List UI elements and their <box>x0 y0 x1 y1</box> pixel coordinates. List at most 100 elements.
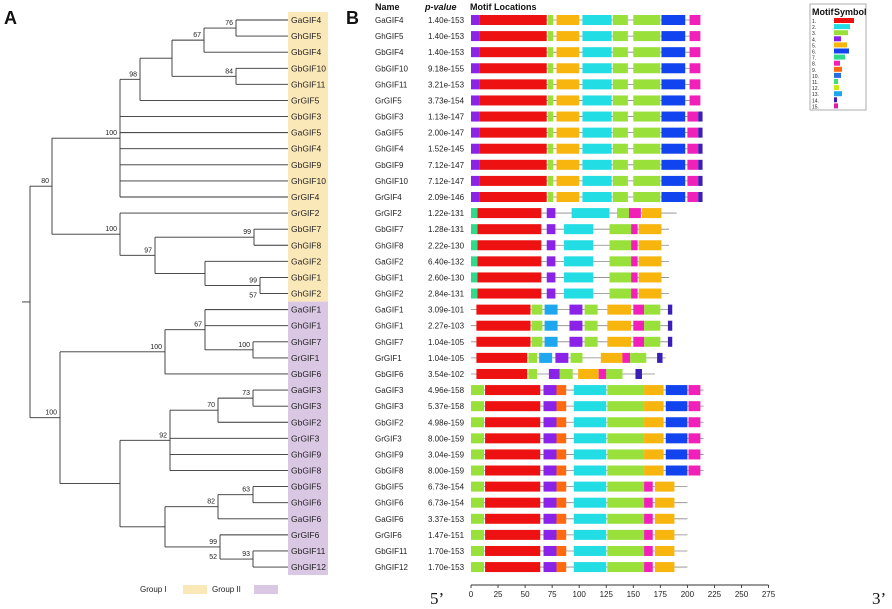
gene-pvalue: 8.00e-159 <box>428 434 465 443</box>
motif-4-block <box>543 545 557 556</box>
motif-legend-number: 3. <box>812 31 816 37</box>
tree-taxon-label: GaGIF2 <box>291 256 322 266</box>
gene-name: GhGIF4 <box>375 145 404 154</box>
motif-3-block <box>633 79 661 90</box>
gene-pvalue: 1.13e-147 <box>428 113 465 122</box>
gene-pvalue: 1.70e-153 <box>428 547 465 556</box>
motif-8-block <box>631 256 638 267</box>
motif-3-block <box>607 465 645 476</box>
motif-3-block <box>607 562 645 573</box>
motif-3-block <box>633 143 661 154</box>
tree-taxon-label: GbGIF1 <box>291 272 322 282</box>
motif-9-block <box>556 401 567 412</box>
motif-5-block <box>556 175 580 186</box>
gene-pvalue: 1.52e-145 <box>428 145 465 154</box>
motif-4-block <box>471 63 480 74</box>
motif-9-block <box>556 481 567 492</box>
motif-8-block <box>689 63 701 74</box>
motif-3-block <box>471 529 484 540</box>
gene-pvalue: 5.37e-158 <box>428 402 465 411</box>
motif-3-block <box>471 433 484 444</box>
motif-8-block <box>644 497 653 508</box>
gene-pvalue: 9.18e-155 <box>428 64 465 73</box>
motif-5-block <box>556 31 580 42</box>
motif-3-block <box>471 562 484 573</box>
motif-4-block <box>543 465 557 476</box>
legend-group2-swatch <box>254 585 278 594</box>
motif-2-block <box>564 256 594 267</box>
motif-5-block <box>644 401 664 412</box>
motif-3-block <box>633 159 661 170</box>
motif-5-block <box>644 465 664 476</box>
bootstrap-value: 100 <box>45 410 57 417</box>
tree-taxon-label: GaGIF1 <box>291 305 322 315</box>
motif-3-block <box>547 159 554 170</box>
tree-taxon-label: GhGIF6 <box>291 498 322 508</box>
motif-1-block <box>479 175 547 186</box>
motif-8-block <box>633 320 645 331</box>
gene-pvalue: 2.00e-147 <box>428 129 465 138</box>
motif-legend-swatch <box>834 48 849 54</box>
motif-legend-number: 5. <box>812 43 816 49</box>
motif-3-block <box>633 191 661 202</box>
gene-pvalue: 3.21e-153 <box>428 80 465 89</box>
bootstrap-value: 67 <box>194 322 202 329</box>
gene-pvalue: 8.00e-159 <box>428 467 465 476</box>
x-axis-tick-label: 150 <box>627 590 641 599</box>
gene-name: GbGIF10 <box>375 64 408 73</box>
tree-taxon-label: GhGIF7 <box>291 337 322 347</box>
motif-3-block <box>547 191 554 202</box>
gene-name: GhGIF2 <box>375 290 404 299</box>
bootstrap-value: 93 <box>242 551 250 558</box>
motif-2-block <box>582 15 612 25</box>
motif-14-block <box>667 336 673 347</box>
motif-1-block <box>485 545 541 556</box>
motif-8-block <box>598 368 607 379</box>
motif-1-block <box>476 320 531 331</box>
motif-legend-swatch <box>834 85 839 91</box>
motif-1-block <box>479 95 547 106</box>
motif-legend-number: 6. <box>812 50 816 56</box>
motif-1-block <box>485 417 541 428</box>
motif-legend-number: 12. <box>812 86 819 92</box>
motif-1-block <box>477 224 542 235</box>
motif-2-block <box>573 562 607 573</box>
motif-14-block <box>667 320 673 331</box>
motif-3-block <box>609 288 632 299</box>
three-prime-label: 3’ <box>872 589 886 608</box>
motif-legend-swatch <box>834 66 842 72</box>
column-header-name: Name <box>375 2 400 12</box>
motif-legend-number: 13. <box>812 92 819 98</box>
motif-5-block <box>644 417 664 428</box>
motif-5-block <box>641 208 662 219</box>
motif-6-block <box>661 143 686 154</box>
motif-3-block <box>607 497 645 508</box>
panel-b-label: B <box>346 8 359 28</box>
motif-3-block <box>547 15 554 25</box>
gene-pvalue: 1.40e-153 <box>428 48 465 57</box>
gene-pvalue: 6.73e-154 <box>428 483 465 492</box>
motif-legend-number: 11. <box>812 80 819 86</box>
tree-taxon-label: GrGIF1 <box>291 353 320 363</box>
motif-2-block <box>582 79 612 90</box>
motif-3-block <box>612 191 628 202</box>
motif-legend-number: 2. <box>812 25 816 31</box>
motif-4-block <box>543 562 557 573</box>
motif-3-block <box>531 336 543 347</box>
motif-3-block <box>609 240 632 251</box>
motif-9-block <box>556 497 567 508</box>
motif-8-block <box>644 545 653 556</box>
motif-3-block <box>633 127 661 138</box>
motif-5-block <box>654 481 675 492</box>
tree-taxon-label: GbGIF3 <box>291 112 322 122</box>
gene-pvalue: 3.37e-153 <box>428 515 465 524</box>
motif-4-block <box>543 497 557 508</box>
motif-13-block <box>544 304 558 315</box>
motif-3-block <box>547 79 554 90</box>
motif-4-block <box>555 352 569 363</box>
motif-3-block <box>607 545 645 556</box>
gene-pvalue: 3.73e-154 <box>428 96 465 105</box>
bootstrap-value: 80 <box>41 178 49 185</box>
motif-3-block <box>633 63 661 74</box>
gene-name: GbGIF9 <box>375 161 404 170</box>
